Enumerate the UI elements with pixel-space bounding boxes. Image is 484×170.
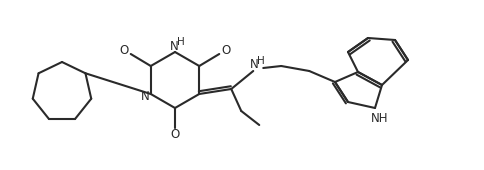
Text: N: N xyxy=(140,90,149,104)
Text: O: O xyxy=(119,44,128,56)
Text: NH: NH xyxy=(371,112,389,124)
Text: H: H xyxy=(177,37,185,47)
Text: H: H xyxy=(257,56,265,66)
Text: O: O xyxy=(222,44,231,56)
Text: N: N xyxy=(250,58,258,72)
Text: O: O xyxy=(170,129,180,141)
Text: N: N xyxy=(169,39,179,53)
